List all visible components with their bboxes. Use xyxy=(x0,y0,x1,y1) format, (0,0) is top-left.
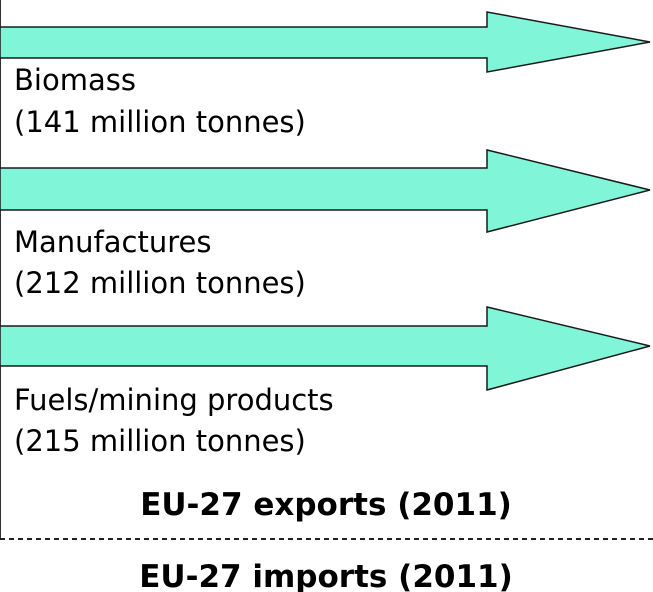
arrow xyxy=(0,306,651,391)
import-title: EU-27 imports (2011) xyxy=(139,559,513,592)
flow-amount: (215 million tonnes) xyxy=(14,424,306,458)
flow-label: Biomass xyxy=(14,63,136,97)
arrow xyxy=(0,149,651,233)
arrow xyxy=(0,11,651,73)
flow-amount: (141 million tonnes) xyxy=(14,105,306,139)
flow-label: Fuels/mining products xyxy=(14,383,334,417)
flow-label: Manufactures xyxy=(14,225,211,259)
export-title: EU-27 exports (2011) xyxy=(140,487,512,523)
flow-amount: (212 million tonnes) xyxy=(14,266,306,300)
